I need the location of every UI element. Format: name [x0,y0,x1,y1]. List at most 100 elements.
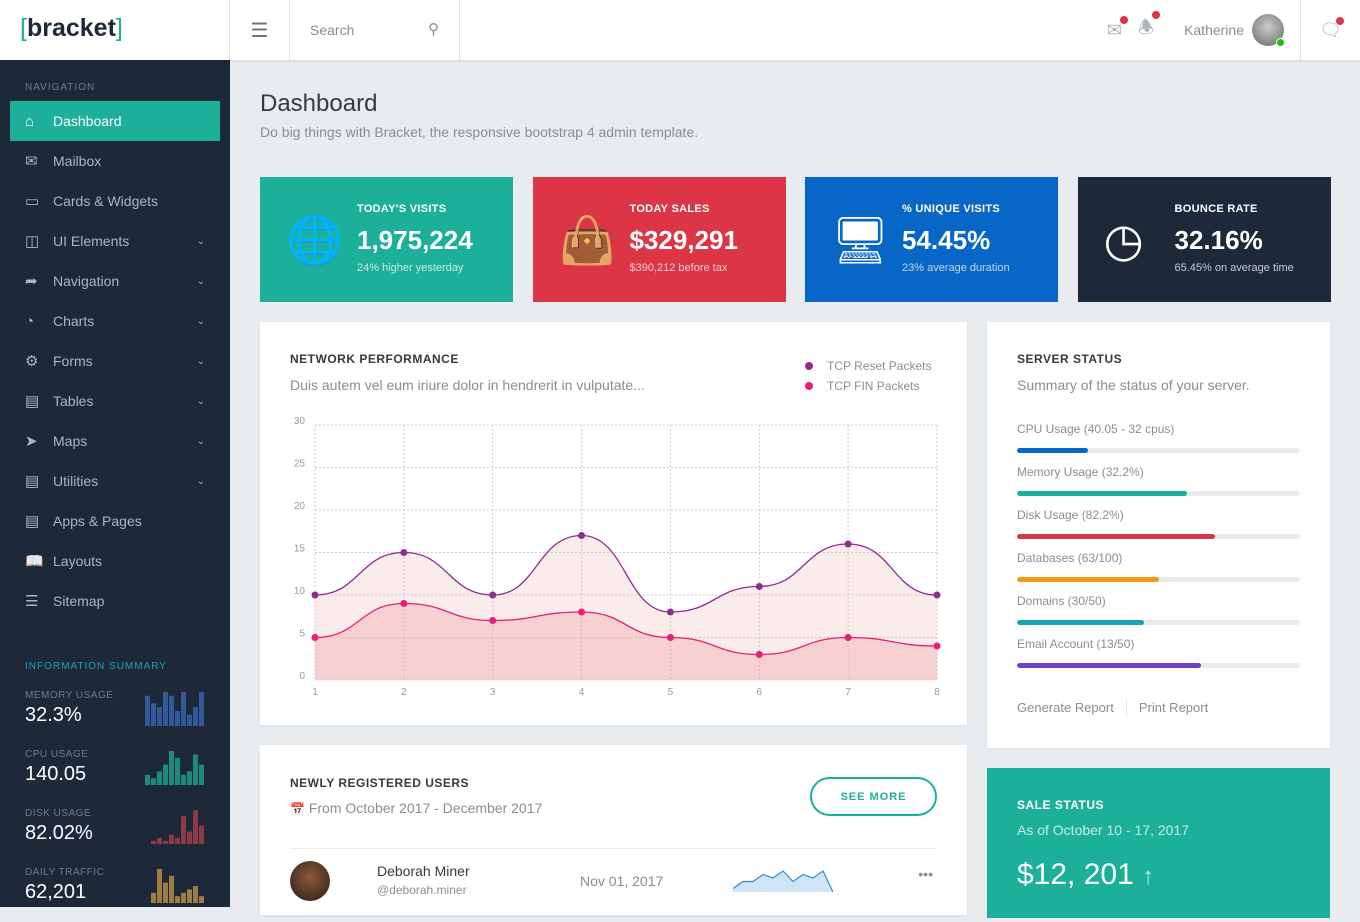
sidebar-item-maps[interactable]: ➤ Maps ⌄ [10,421,220,461]
ui-icon: ◫ [25,233,40,250]
summary-bar [193,754,198,785]
arrow-up-icon: ↑ [1142,863,1155,890]
y-tick-label: 0 [299,671,305,682]
network-performance-card: NETWORK PERFORMANCE Duis autem vel eum i… [260,322,967,725]
card-title: SERVER STATUS [1017,352,1123,366]
see-more-button[interactable]: SEE MORE [810,777,937,816]
data-point [489,591,497,599]
top-header: [bracket] ☰ Search ⚲ ✉ 🕭 Katherine 🗨 [0,0,1360,60]
summary-item: DAILY TRAFFIC 62,201 [0,863,230,922]
sidebar-item-navigation[interactable]: ➦ Navigation ⌄ [10,261,220,301]
globe-icon: 🌐 [286,214,344,266]
server-status-card: SERVER STATUS Summary of the status of y… [987,322,1330,748]
stat-title: % UNIQUE VISITS [902,203,1001,215]
summary-bar [175,757,180,785]
generate-report-link[interactable]: Generate Report [1017,700,1127,715]
share-icon: ➦ [25,273,38,290]
x-tick-label: 5 [668,687,674,698]
mail-icon: ✉ [25,153,38,170]
chevron-down-icon: ⌄ [196,235,205,247]
clock-icon: ◷ [1103,214,1144,266]
user-handle: @deborah.miner [377,883,467,897]
summary-bar [175,896,180,903]
summary-bar [199,692,204,726]
summary-bar [163,764,168,785]
summary-bar [163,692,168,726]
summary-bar-chart [151,810,204,844]
network-chart: 0 5 10 15 20 25 30 1 2 3 4 5 6 7 8 [294,416,941,698]
series-area [315,603,937,680]
stat-subtext: 23% average duration [902,262,1010,274]
sidebar-item-apps-pages[interactable]: ▤ Apps & Pages [10,501,220,541]
sidebar-item-tables[interactable]: ▤ Tables ⌄ [10,381,220,421]
stat-value: 54.45% [902,225,991,255]
avatar[interactable] [1252,14,1285,47]
data-point [311,591,319,599]
summary-bar [181,816,186,844]
cards-icon: ▭ [25,193,40,210]
more-options-icon[interactable]: ••• [918,866,933,882]
data-point [755,651,763,658]
sidebar-item-mailbox[interactable]: ✉ Mailbox [10,141,220,181]
stat-value: 1,975,224 [357,225,473,255]
summary-bar [187,889,192,903]
card-title: NETWORK PERFORMANCE [290,352,459,366]
data-point [400,549,408,556]
summary-bar [157,771,162,785]
summary-bar [181,892,186,903]
card-subtitle: Summary of the status of your server. [1017,377,1250,393]
sidebar-item-label: Forms [53,353,93,369]
menu-toggle-icon[interactable]: ☰ [230,0,290,60]
sidebar-item-layouts[interactable]: 📖 Layouts [10,541,220,581]
user-name[interactable]: Katherine [1184,22,1244,38]
legend-item: TCP Reset Packets [805,356,931,376]
bell-icon[interactable]: 🕭 [1138,11,1161,45]
sidebar-item-forms[interactable]: ⚙ Forms ⌄ [10,341,220,381]
summary-bar [193,886,198,903]
sidebar-item-charts[interactable]: ◔ Charts ⌄ [10,301,220,341]
new-users-card: NEWLY REGISTERED USERS 📅 From October 20… [260,745,967,915]
search-icon[interactable]: ⚲ [428,21,439,38]
x-tick-label: 6 [757,687,763,698]
sidebar-item-label: Apps & Pages [53,513,142,529]
sidebar-item-label: Utilities [53,473,99,489]
sidebar-item-label: Cards & Widgets [53,193,159,209]
sidebar-item-cards-widgets[interactable]: ▭ Cards & Widgets [10,181,220,221]
table-row[interactable]: Deborah Miner @deborah.miner Nov 01, 201… [290,860,937,905]
stat-card: ◷ BOUNCE RATE 32.16% 65.45% on average time [1077,177,1331,302]
print-report-link[interactable]: Print Report [1138,700,1209,715]
progress-fill [1017,663,1201,668]
summary-label: DAILY TRAFFIC [25,867,105,878]
sidebar-item-label: Sitemap [53,593,105,609]
summary-bar [193,810,198,844]
mail-icon[interactable]: ✉ [1107,15,1128,41]
compass-icon: ➤ [25,433,38,450]
y-tick-label: 10 [294,586,306,597]
progress-label: Memory Usage (32.2%) [1017,465,1144,479]
sidebar-item-ui-elements[interactable]: ◫ UI Elements ⌄ [10,221,220,261]
data-point [844,540,852,548]
summary-bar [181,774,186,785]
sidebar-item-label: Layouts [53,553,103,569]
summary-bar [145,774,150,785]
x-tick-label: 8 [934,687,940,698]
x-tick-label: 1 [312,687,318,698]
search-input[interactable]: Search ⚲ [290,0,460,60]
chat-icon[interactable]: 🗨 [1300,0,1360,60]
sidebar-item-dashboard[interactable]: ⌂ Dashboard [10,101,220,141]
y-tick-label: 15 [294,544,306,555]
progress-item: CPU Usage (40.05 - 32 cpus) [1017,422,1300,453]
stat-subtext: $390,212 before tax [629,262,728,274]
user-avatar [290,861,330,901]
sidebar-item-label: Dashboard [53,113,122,129]
page-subtitle: Do big things with Bracket, the responsi… [260,124,699,140]
summary-bar [187,831,192,844]
sidebar-item-utilities[interactable]: ▤ Utilities ⌄ [10,461,220,501]
page-title: Dashboard [260,90,378,117]
sidebar-item-sitemap[interactable]: ☰ Sitemap [10,581,220,621]
summary-bar [163,840,168,844]
logo[interactable]: [bracket] [0,0,230,60]
y-tick-label: 30 [294,416,306,427]
summary-bar-chart [145,751,204,785]
card-title: NEWLY REGISTERED USERS [290,776,470,790]
